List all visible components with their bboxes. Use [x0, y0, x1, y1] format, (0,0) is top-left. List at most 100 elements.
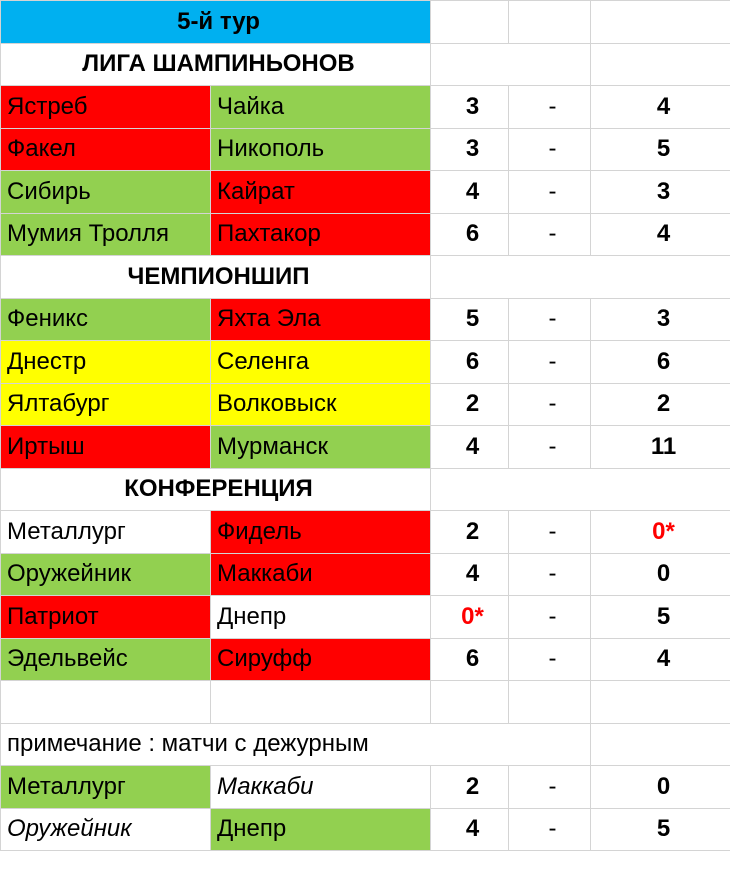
home-team: Ялтабург [0, 382, 211, 426]
away-score: 5 [590, 807, 730, 851]
home-team: Эдельвейс [0, 637, 211, 681]
section-title: ЧЕМПИОНШИП [0, 255, 431, 299]
score-separator: - [508, 425, 591, 469]
empty-cell [508, 467, 591, 511]
away-score: 0 [590, 765, 730, 809]
home-team: Патриот [0, 595, 211, 639]
away-team: Волковыск [210, 382, 431, 426]
away-score: 2 [590, 382, 730, 426]
empty-cell [590, 680, 730, 724]
empty-cell [508, 722, 591, 766]
header-row: 5-й тур [0, 0, 730, 44]
empty-cell [508, 680, 591, 724]
match-row: Сибирь Кайрат 4 - 3 [0, 170, 730, 214]
home-score: 4 [430, 807, 509, 851]
away-team: Днепр [210, 807, 431, 851]
away-team: Чайка [210, 85, 431, 129]
note-row: примечание : матчи с дежурным [0, 722, 730, 766]
empty-row [0, 680, 730, 724]
home-score: 6 [430, 212, 509, 256]
empty-cell [0, 680, 211, 724]
away-score: 4 [590, 212, 730, 256]
home-team: Сибирь [0, 170, 211, 214]
away-team: Мурманск [210, 425, 431, 469]
home-score: 6 [430, 340, 509, 384]
away-score: 3 [590, 170, 730, 214]
away-team: Маккаби [210, 552, 431, 596]
home-score: 4 [430, 425, 509, 469]
home-score: 5 [430, 297, 509, 341]
home-team: Металлург [0, 510, 211, 554]
match-row: Патриот Днепр 0* - 5 [0, 595, 730, 639]
away-team: Никополь [210, 127, 431, 171]
section-title: ЛИГА ШАМПИНЬОНОВ [0, 42, 431, 86]
away-score: 6 [590, 340, 730, 384]
away-team: Яхта Эла [210, 297, 431, 341]
round-title: 5-й тур [0, 0, 431, 44]
home-team: Факел [0, 127, 211, 171]
home-team: Оружейник [0, 552, 211, 596]
match-row: Мумия Тролля Пахтакор 6 - 4 [0, 212, 730, 256]
home-score: 6 [430, 637, 509, 681]
score-separator: - [508, 510, 591, 554]
match-row: Иртыш Мурманск 4 - 11 [0, 425, 730, 469]
away-team: Маккаби [210, 765, 431, 809]
home-team: Ястреб [0, 85, 211, 129]
empty-cell [430, 467, 509, 511]
away-team: Кайрат [210, 170, 431, 214]
empty-cell [210, 680, 431, 724]
section-row: ЧЕМПИОНШИП [0, 255, 730, 299]
match-row: Феникс Яхта Эла 5 - 3 [0, 297, 730, 341]
away-team: Сируфф [210, 637, 431, 681]
note-match-row: Металлург Маккаби 2 - 0 [0, 765, 730, 809]
note-text: примечание : матчи с дежурным [0, 722, 509, 766]
away-score: 4 [590, 637, 730, 681]
home-score: 2 [430, 510, 509, 554]
home-team: Иртыш [0, 425, 211, 469]
away-score: 11 [590, 425, 730, 469]
score-separator: - [508, 297, 591, 341]
empty-cell [430, 42, 509, 86]
empty-cell [590, 0, 730, 44]
home-score: 2 [430, 382, 509, 426]
section-title: КОНФЕРЕНЦИЯ [0, 467, 431, 511]
match-row: Эдельвейс Сируфф 6 - 4 [0, 637, 730, 681]
home-score: 3 [430, 85, 509, 129]
home-team: Оружейник [0, 807, 211, 851]
match-row: Днестр Селенга 6 - 6 [0, 340, 730, 384]
score-separator: - [508, 382, 591, 426]
empty-cell [508, 0, 591, 44]
score-separator: - [508, 127, 591, 171]
score-separator: - [508, 170, 591, 214]
empty-cell [430, 680, 509, 724]
empty-cell [590, 255, 730, 299]
empty-cell [430, 0, 509, 44]
home-score: 0* [430, 595, 509, 639]
match-row: Факел Никополь 3 - 5 [0, 127, 730, 171]
score-separator: - [508, 212, 591, 256]
home-score: 4 [430, 552, 509, 596]
match-row: Ястреб Чайка 3 - 4 [0, 85, 730, 129]
home-team: Феникс [0, 297, 211, 341]
away-score: 4 [590, 85, 730, 129]
score-separator: - [508, 765, 591, 809]
home-score: 4 [430, 170, 509, 214]
away-team: Пахтакор [210, 212, 431, 256]
section-row: КОНФЕРЕНЦИЯ [0, 467, 730, 511]
away-team: Фидель [210, 510, 431, 554]
away-team: Селенга [210, 340, 431, 384]
away-score: 0* [590, 510, 730, 554]
home-team: Днестр [0, 340, 211, 384]
match-row: Металлург Фидель 2 - 0* [0, 510, 730, 554]
results-table: 5-й тур ЛИГА ШАМПИНЬОНОВ Ястреб Чайка 3 … [0, 0, 730, 851]
score-separator: - [508, 595, 591, 639]
empty-cell [590, 722, 730, 766]
score-separator: - [508, 637, 591, 681]
empty-cell [590, 42, 730, 86]
away-score: 5 [590, 127, 730, 171]
empty-cell [590, 467, 730, 511]
away-score: 5 [590, 595, 730, 639]
score-separator: - [508, 340, 591, 384]
match-row: Ялтабург Волковыск 2 - 2 [0, 382, 730, 426]
